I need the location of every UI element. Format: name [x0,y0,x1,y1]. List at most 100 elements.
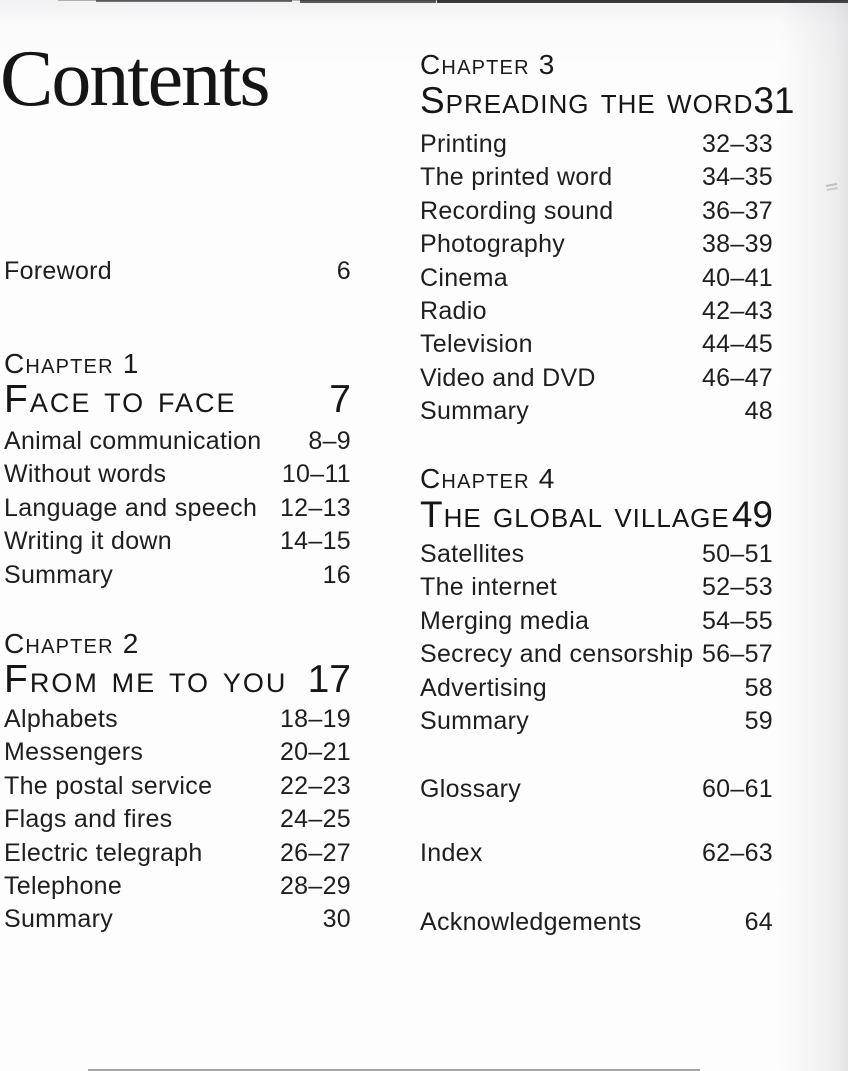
entry-pages: 22–23 [279,771,351,800]
entry-label: Summary [4,905,114,934]
entry-pages: 16 [322,560,351,589]
entry-pages: 50–51 [701,540,773,568]
toc-entry-row: Advertising 58 [420,672,773,705]
toc-entry-row: Language and speech 12–13 [4,492,351,525]
page-title: Contents [0,35,270,123]
chapter-page-number: 31 [753,80,795,121]
entry-label: Television [420,330,533,359]
entry-pages: 59 [744,707,773,736]
entry-label: Messengers [4,738,144,767]
chapter-page-number: 49 [731,494,773,535]
entry-pages: 38–39 [701,230,773,259]
toc-entry-row: Messengers 20–21 [4,736,351,769]
entry-label: Summary [420,707,530,736]
entry-pages: 46–47 [701,363,773,392]
entry-pages: 64 [744,908,773,936]
toc-entry-row: Merging media 54–55 [420,605,773,638]
chapter-2-entries: Alphabets 18–19 Messengers 20–21 The pos… [4,703,351,937]
toc-entry-row: Summary 30 [4,903,351,936]
entry-pages: 30 [322,905,351,934]
entry-pages: 44–45 [701,330,773,359]
entry-label: Video and DVD [420,363,596,392]
toc-entry-row: Animal communication 8–9 [4,425,351,458]
entry-label: Secrecy and censorship [420,640,694,669]
entry-pages: 48 [744,397,773,426]
entry-pages: 60–61 [701,775,773,803]
toc-entry-row: Summary 48 [420,395,773,428]
entry-pages: 32–33 [701,130,773,158]
toc-entry-row: Summary 16 [4,559,351,592]
chapter-1-entries: Animal communication 8–9 Without words 1… [4,425,351,592]
scan-bottom-edge [88,1069,700,1071]
entry-pages: 12–13 [279,493,351,522]
entry-pages: 62–63 [701,839,773,867]
scan-artifact [825,183,838,187]
entry-pages: 6 [336,257,351,285]
toc-entry-row: Printing 32–33 [420,128,773,161]
toc-entry-row: Summary 59 [420,705,773,738]
entry-label: Glossary [420,775,522,803]
scan-edge-segment [96,0,292,2]
entry-label: Recording sound [420,196,614,225]
toc-entry-row: Television 44–45 [420,328,773,361]
toc-entry-row: Video and DVD 46–47 [420,362,773,395]
toc-entry-row: Writing it down 14–15 [4,525,351,558]
toc-entry-row: The postal service 22–23 [4,770,351,803]
entry-label: Radio [420,297,487,326]
toc-entry-row: Electric telegraph 26–27 [4,837,351,870]
entry-label: Animal communication [4,427,262,455]
entry-pages: 24–25 [279,805,351,834]
entry-label: Foreword [4,257,112,285]
entry-pages: 42–43 [701,297,773,326]
chapter-3-entries: Printing 32–33 The printed word 34–35 Re… [420,128,773,429]
entry-label: The internet [420,573,558,602]
chapter-4-heading: Chapter 4 The global village 49 [420,464,773,537]
chapter-4-entries: Satellites 50–51 The internet 52–53 Merg… [420,538,773,738]
entry-pages: 56–57 [701,640,773,669]
entry-pages: 36–37 [701,196,773,225]
entry-label: Merging media [420,606,590,635]
chapter-kicker: Chapter 3 [420,49,556,80]
entry-label: The printed word [420,163,613,192]
toc-entry-row: Cinema 40–41 [420,262,773,295]
entry-pages: 34–35 [701,163,773,192]
chapter-kicker: Chapter 2 [4,628,140,659]
entry-pages: 18–19 [279,705,351,733]
entry-pages: 52–53 [701,573,773,602]
entry-label: Index [420,839,483,867]
back-matter-row-acknowledgements: Acknowledgements 64 [420,906,773,939]
entry-label: Telephone [4,872,123,901]
chapter-3-heading: Chapter 3 Spreading the word 31 [420,49,795,123]
toc-entry-row: The printed word 34–35 [420,161,773,194]
toc-entry-row: Radio 42–43 [420,295,773,328]
back-matter-row-glossary: Glossary 60–61 [420,773,773,806]
entry-label: Satellites [420,540,525,568]
chapter-2-heading: Chapter 2 From me to you 17 [4,629,351,702]
toc-entry-row: Telephone 28–29 [4,870,351,903]
chapter-1-heading: Chapter 1 Face to face 7 [4,349,351,422]
toc-entry-row: Flags and fires 24–25 [4,803,351,836]
toc-entry-row: Recording sound 36–37 [420,195,773,228]
entry-label: Language and speech [4,493,258,522]
entry-label: Writing it down [4,527,172,556]
toc-entry-row: Secrecy and censorship 56–57 [420,638,773,671]
chapter-title: From me to you [4,658,288,701]
entry-pages: 28–29 [279,872,351,901]
entry-label: Alphabets [4,705,118,733]
toc-entry-row: Photography 38–39 [420,228,773,261]
entry-label: Cinema [420,263,508,292]
foreword-row: Foreword 6 [4,255,351,288]
toc-entry-row: The internet 52–53 [420,571,773,604]
chapter-page-number: 7 [329,378,351,421]
entry-label: Printing [420,130,508,158]
entry-pages: 26–27 [279,838,351,867]
scan-edge-segment [437,0,848,3]
entry-pages: 10–11 [281,460,351,489]
chapter-kicker: Chapter 1 [4,348,140,379]
toc-entry-row: Without words 10–11 [4,458,351,491]
chapter-title: Face to face [4,378,237,421]
toc-entry-row: Alphabets 18–19 [4,703,351,736]
entry-label: Without words [4,460,167,489]
entry-label: Photography [420,230,566,259]
